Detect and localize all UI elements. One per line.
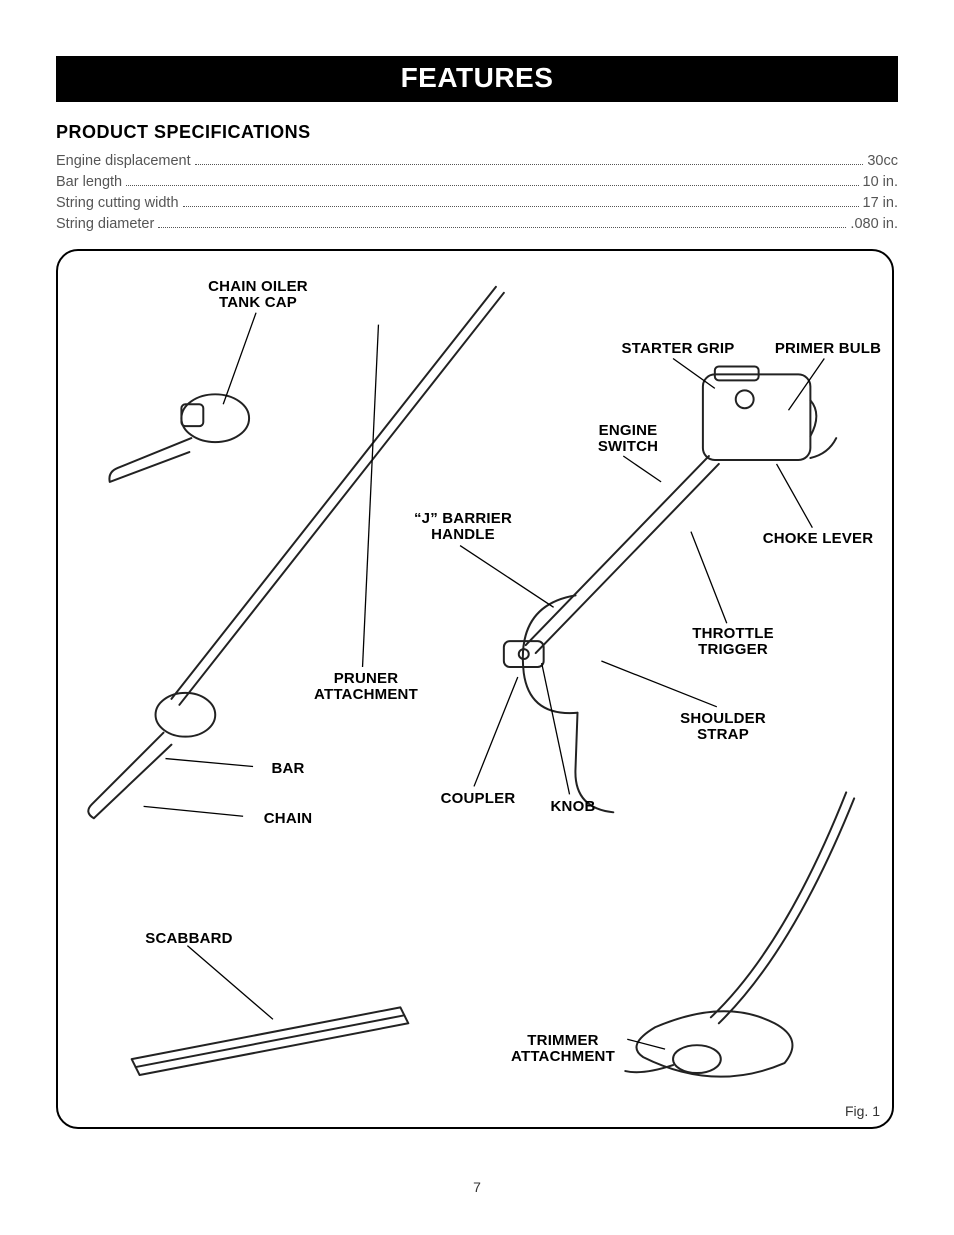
figure-svg	[58, 251, 892, 1127]
trimmer-attachment-icon	[625, 792, 854, 1076]
product-spec-heading: PRODUCT SPECIFICATIONS	[56, 122, 898, 143]
page: FEATURES PRODUCT SPECIFICATIONS Engine d…	[0, 0, 954, 1235]
callout-chain: CHAIN	[248, 811, 328, 827]
callout-coupler: COUPLER	[428, 791, 528, 807]
spec-list: Engine displacement 30cc Bar length 10 i…	[56, 151, 898, 235]
callout-j_barrier: “J” BARRIERHANDLE	[398, 511, 528, 543]
spec-label: Bar length	[56, 172, 122, 193]
figure-caption: Fig. 1	[845, 1103, 880, 1119]
spec-label: String cutting width	[56, 193, 179, 214]
callout-starter_grip: STARTER GRIP	[608, 341, 748, 357]
callout-knob: KNOB	[538, 799, 608, 815]
spec-dots	[183, 206, 859, 207]
callout-trimmer: TRIMMERATTACHMENT	[498, 1033, 628, 1065]
spec-row: String cutting width 17 in.	[56, 193, 898, 214]
callout-primer_bulb: PRIMER BULB	[768, 341, 888, 357]
callout-bar: BAR	[258, 761, 318, 777]
spec-dots	[126, 185, 858, 186]
callout-shoulder: SHOULDERSTRAP	[668, 711, 778, 743]
spec-row: Bar length 10 in.	[56, 172, 898, 193]
spec-dots	[195, 164, 864, 165]
page-number: 7	[0, 1179, 954, 1195]
spec-row: String diameter .080 in.	[56, 214, 898, 235]
callout-scabbard: SCABBARD	[134, 931, 244, 947]
pruner-attachment-icon	[88, 287, 504, 818]
spec-value: 17 in.	[863, 193, 898, 214]
spec-label: String diameter	[56, 214, 154, 235]
callout-chain_oiler: CHAIN OILERTANK CAP	[188, 279, 328, 311]
section-banner: FEATURES	[56, 56, 898, 102]
figure-box: CHAIN OILERTANK CAP STARTER GRIP PRIMER BU…	[56, 249, 894, 1129]
callout-engine_switch: ENGINESWITCH	[578, 423, 678, 455]
callout-throttle: THROTTLETRIGGER	[678, 626, 788, 658]
spec-value: 30cc	[867, 151, 898, 172]
callout-choke_lever: CHOKE LEVER	[758, 531, 878, 547]
callout-pruner: PRUNERATTACHMENT	[296, 671, 436, 703]
spec-row: Engine displacement 30cc	[56, 151, 898, 172]
spec-label: Engine displacement	[56, 151, 191, 172]
spec-value: 10 in.	[863, 172, 898, 193]
spec-dots	[158, 227, 846, 228]
spec-value: .080 in.	[850, 214, 898, 235]
